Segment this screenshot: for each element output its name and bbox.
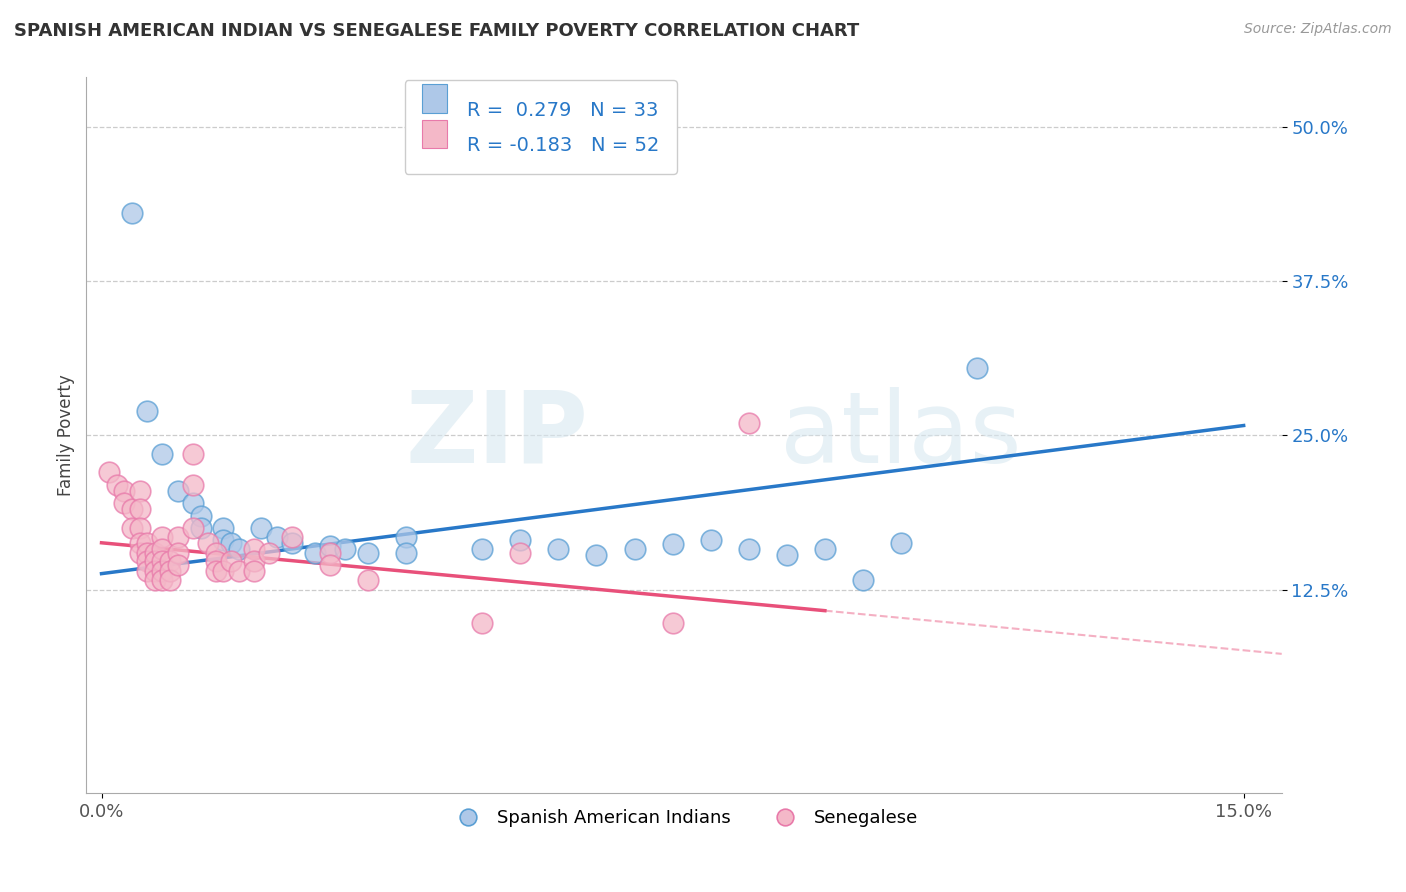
Point	[136, 564, 159, 578]
Point	[121, 502, 143, 516]
Point	[395, 546, 418, 560]
Point	[319, 546, 342, 560]
Point	[699, 533, 721, 548]
Point	[152, 530, 174, 544]
Point	[357, 546, 380, 560]
Point	[319, 540, 342, 554]
Point	[890, 535, 912, 549]
Point	[105, 477, 128, 491]
Point	[281, 530, 304, 544]
Text: atlas: atlas	[780, 387, 1021, 483]
Point	[228, 564, 250, 578]
Point	[112, 496, 135, 510]
Text: Source: ZipAtlas.com: Source: ZipAtlas.com	[1244, 22, 1392, 37]
Point	[738, 416, 761, 430]
Point	[357, 573, 380, 587]
Text: SPANISH AMERICAN INDIAN VS SENEGALESE FAMILY POVERTY CORRELATION CHART: SPANISH AMERICAN INDIAN VS SENEGALESE FA…	[14, 22, 859, 40]
Point	[266, 530, 288, 544]
Point	[219, 554, 242, 568]
Point	[121, 206, 143, 220]
Point	[166, 546, 188, 560]
Point	[152, 541, 174, 556]
Point	[243, 541, 266, 556]
Point	[212, 521, 235, 535]
Point	[212, 564, 235, 578]
Point	[395, 530, 418, 544]
Point	[509, 533, 531, 548]
Point	[152, 447, 174, 461]
Point	[166, 558, 188, 572]
Point	[112, 483, 135, 498]
Point	[661, 537, 683, 551]
Point	[98, 466, 121, 480]
Point	[509, 546, 531, 560]
Point	[166, 483, 188, 498]
Point	[128, 483, 150, 498]
Point	[335, 541, 357, 556]
Text: ZIP: ZIP	[405, 387, 588, 483]
Point	[243, 554, 266, 568]
Point	[585, 548, 607, 562]
Point	[143, 554, 166, 568]
Point	[966, 360, 988, 375]
Point	[159, 554, 181, 568]
Point	[623, 541, 645, 556]
Point	[128, 535, 150, 549]
Point	[204, 554, 226, 568]
Point	[128, 546, 150, 560]
Point	[152, 554, 174, 568]
Point	[181, 496, 204, 510]
Point	[212, 533, 235, 548]
Point	[281, 535, 304, 549]
Point	[136, 546, 159, 560]
Point	[143, 564, 166, 578]
Point	[128, 521, 150, 535]
Point	[738, 541, 761, 556]
Y-axis label: Family Poverty: Family Poverty	[58, 375, 75, 496]
Point	[166, 530, 188, 544]
Point	[204, 564, 226, 578]
Point	[219, 535, 242, 549]
Point	[197, 535, 219, 549]
Point	[181, 447, 204, 461]
Point	[304, 546, 326, 560]
Point	[471, 541, 494, 556]
Point	[159, 564, 181, 578]
Point	[159, 573, 181, 587]
Legend: Spanish American Indians, Senegalese: Spanish American Indians, Senegalese	[443, 802, 925, 834]
Point	[661, 615, 683, 630]
Point	[121, 521, 143, 535]
Point	[547, 541, 569, 556]
Point	[136, 554, 159, 568]
Point	[190, 508, 212, 523]
Point	[152, 564, 174, 578]
Point	[228, 541, 250, 556]
Point	[181, 477, 204, 491]
Point	[250, 521, 273, 535]
Point	[136, 535, 159, 549]
Point	[204, 546, 226, 560]
Point	[152, 573, 174, 587]
Point	[319, 558, 342, 572]
Point	[143, 546, 166, 560]
Point	[143, 573, 166, 587]
Point	[128, 502, 150, 516]
Point	[257, 546, 280, 560]
Point	[136, 403, 159, 417]
Point	[471, 615, 494, 630]
Point	[814, 541, 837, 556]
Point	[181, 521, 204, 535]
Point	[852, 573, 875, 587]
Point	[190, 521, 212, 535]
Point	[243, 564, 266, 578]
Point	[776, 548, 799, 562]
